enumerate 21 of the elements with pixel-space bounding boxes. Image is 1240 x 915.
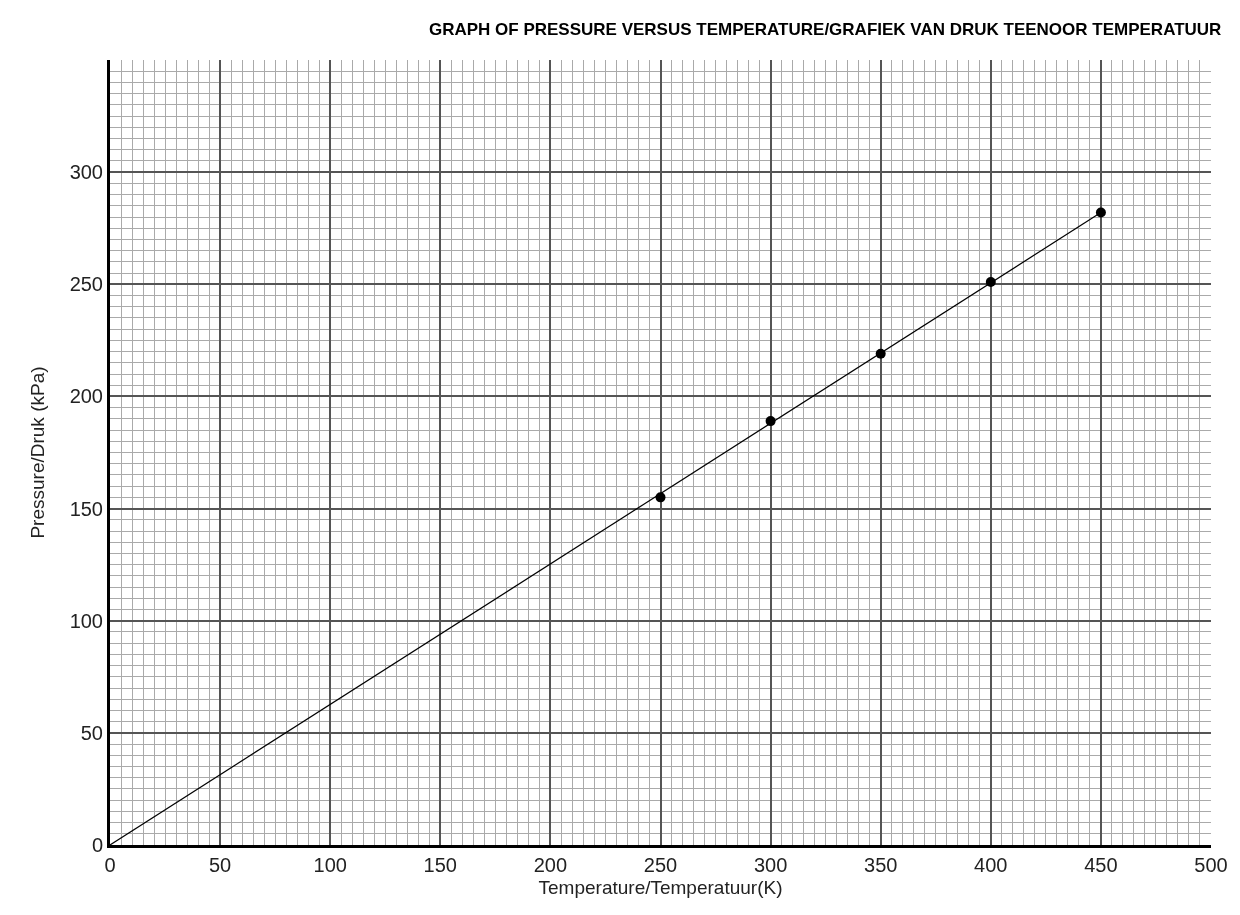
y-tick-label: 50 [80,721,103,744]
point [1095,207,1106,218]
x-tick-label: 400 [974,854,1008,876]
x-axis-title: Temperature/Temperatuur(K) [538,876,783,898]
x-tick-label: 300 [753,854,788,876]
x-tick-label: 250 [643,854,678,876]
x-tick-label: 450 [1084,854,1118,876]
y-axis-title: Pressure/Druk (kPa) [27,366,49,539]
x-tick-label: 350 [864,854,898,876]
x-tick-label: 500 [1194,854,1228,876]
x-tick-label: 100 [313,854,347,876]
y-tick-label: 100 [69,609,103,632]
x-tick-label: 150 [423,854,457,876]
y-tick-label: 300 [69,161,103,184]
y-tick-label: 0 [91,834,103,856]
x-tick-label: 50 [208,854,232,876]
y-tick-label: 150 [69,497,103,520]
x-tick-label: 200 [533,854,568,876]
y-tick-label: 250 [69,273,103,296]
y-tick-label: 200 [69,385,103,408]
chart-title: GRAPH OF PRESSURE VERSUS TEMPERATURE/GRAFIEK VAN DRUK TEENOOR TEMPERATUUR [428,19,1222,39]
